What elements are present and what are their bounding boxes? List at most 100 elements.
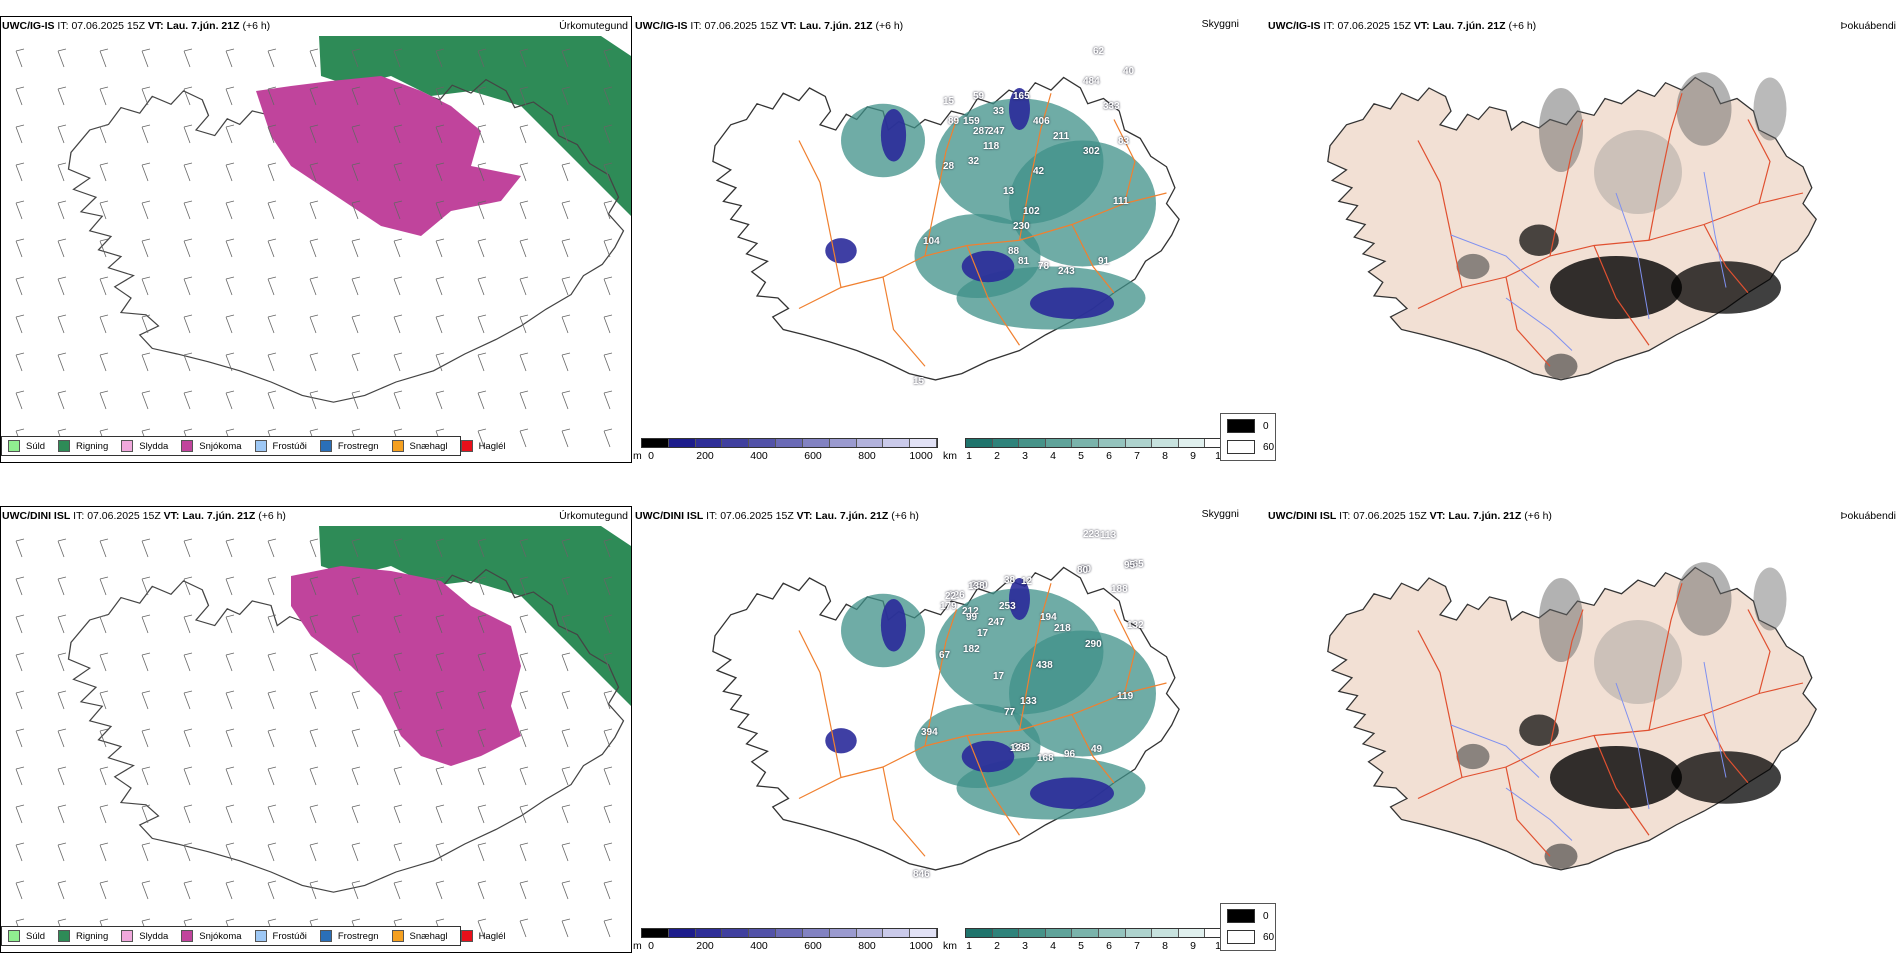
field-area <box>1544 353 1578 379</box>
fog-legend-swatch <box>1227 930 1255 944</box>
wind-barb <box>15 576 25 596</box>
vt-label: VT: <box>1413 20 1430 32</box>
precip-type-map[interactable] <box>1 36 631 451</box>
colorbar-cell <box>642 929 669 937</box>
wind-barb <box>435 314 445 334</box>
wind-barb <box>267 276 277 296</box>
wind-barb <box>351 200 361 220</box>
wind-barb <box>57 390 67 410</box>
cloudbase-value-label: 17 <box>993 671 1005 682</box>
fog-index-map[interactable] <box>1266 36 1898 436</box>
road-line <box>1505 276 1551 367</box>
wind-barb <box>57 200 67 220</box>
colorbar-cell <box>910 439 937 447</box>
wind-barb <box>393 48 403 68</box>
wind-barb <box>15 48 25 68</box>
wind-barb <box>477 804 487 824</box>
road-line <box>1505 766 1551 857</box>
wind-barb <box>477 314 487 334</box>
wind-barb <box>309 86 319 106</box>
wind-barb <box>57 48 67 68</box>
wind-barb <box>57 124 67 144</box>
wind-barb <box>351 390 361 410</box>
wind-barb <box>435 86 445 106</box>
field-area <box>1456 253 1490 280</box>
wind-barb <box>99 238 109 258</box>
legend-label: Rigning <box>76 930 109 942</box>
wind-barb <box>435 842 445 862</box>
colorbar-cells <box>965 928 1233 938</box>
cloudbase-value-label: 104 <box>923 236 940 247</box>
road-line <box>1018 93 1052 241</box>
legend-item: Súld <box>8 440 45 452</box>
wind-barb <box>183 652 193 672</box>
road-line <box>924 119 958 257</box>
cloudbase-value-label: 91 <box>1098 256 1110 267</box>
cloudbase-visibility-map[interactable] <box>633 36 1233 426</box>
colorbar-tick: 3 <box>1022 940 1028 952</box>
colorbar-tick: 4 <box>1050 940 1056 952</box>
cloudbase-visibility-map[interactable] <box>633 526 1233 916</box>
wind-barb <box>519 314 529 334</box>
wind-barb <box>57 238 67 258</box>
model-name: UWC/DINI ISL <box>1268 510 1337 522</box>
wind-barb <box>477 842 487 862</box>
road-line <box>882 276 926 367</box>
vt-value: Lau. 7.jún. 21Z <box>182 510 256 522</box>
wind-barb <box>435 538 445 558</box>
wind-barb <box>603 238 613 258</box>
wind-barb <box>99 766 109 786</box>
legend-item: Snjókoma <box>181 440 242 452</box>
legend-swatch <box>254 930 267 942</box>
river-line <box>1615 192 1650 320</box>
colorbar-unit: m <box>633 450 642 462</box>
wind-barb <box>99 728 109 748</box>
river-line <box>1505 787 1573 841</box>
wind-barb <box>141 86 151 106</box>
wind-barb <box>57 86 67 106</box>
wind-barb <box>183 728 193 748</box>
wind-barb <box>477 86 487 106</box>
precip-type-legend: Súld Rigning Slydda Snjókoma Frostúði Frostre… <box>1 436 506 456</box>
it-label: IT: <box>1339 510 1351 522</box>
wind-barb <box>393 880 403 900</box>
wind-barb <box>309 804 319 824</box>
cloudbase-value-label: 287 <box>973 126 990 137</box>
colorbar-cell <box>829 439 857 447</box>
colorbar-cell <box>1072 929 1099 937</box>
colorbar-tick: 7 <box>1134 450 1140 462</box>
cloudbase-value-label: 96 <box>1064 749 1076 760</box>
wind-barb <box>477 728 487 748</box>
wind-barb <box>435 352 445 372</box>
cloudbase-value-label: 138 <box>968 581 985 592</box>
wind-barb <box>141 276 151 296</box>
cloudbase-value-label: 13 <box>1003 186 1015 197</box>
wind-barb <box>435 576 445 596</box>
fog-legend-item: 60 <box>1227 930 1274 944</box>
cloudbase-value-label: 247 <box>988 126 1005 137</box>
wind-barb <box>561 162 571 182</box>
wind-barb <box>393 314 403 334</box>
wind-barb <box>435 652 445 672</box>
wind-barb <box>225 842 235 862</box>
wind-barb <box>435 48 445 68</box>
wind-barb <box>393 690 403 710</box>
wind-barb <box>519 918 529 938</box>
wind-barb <box>603 390 613 410</box>
model-name: UWC/DINI ISL <box>635 510 704 522</box>
wind-barb <box>225 614 235 634</box>
wind-barb <box>15 804 25 824</box>
legend-label: Súld <box>26 440 46 452</box>
fog-index-map[interactable] <box>1266 526 1898 926</box>
cloudbase-value-label: 211 <box>1053 131 1070 142</box>
colorbar-tick: 4 <box>1050 450 1056 462</box>
legend-item: Rigning <box>58 440 108 452</box>
precip-type-map[interactable] <box>1 526 631 941</box>
wind-barb <box>435 162 445 182</box>
fog-legend-label: 0 <box>1263 420 1269 432</box>
wind-barb <box>183 880 193 900</box>
fog-legend-swatch <box>1227 419 1255 433</box>
colorbar-cell <box>1098 929 1126 937</box>
wind-barb <box>309 200 319 220</box>
wind-barb <box>561 428 571 448</box>
